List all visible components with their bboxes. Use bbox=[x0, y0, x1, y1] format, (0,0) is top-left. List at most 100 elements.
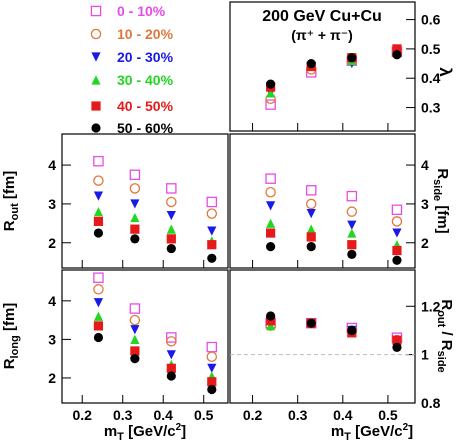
data-point bbox=[130, 354, 140, 364]
data-point bbox=[306, 58, 316, 69]
data-point bbox=[130, 334, 140, 344]
data-point bbox=[166, 363, 176, 373]
data-point bbox=[129, 169, 141, 181]
data-point bbox=[166, 196, 177, 208]
data-point bbox=[93, 298, 104, 308]
data-point bbox=[93, 332, 104, 343]
chart-title: 200 GeV Cu+Cu bbox=[262, 8, 382, 25]
data-point bbox=[306, 224, 316, 234]
data-point bbox=[130, 212, 140, 223]
rlong-ylabel: Rlong [fm] bbox=[1, 303, 21, 370]
data-point bbox=[266, 311, 276, 321]
legend-entry: 40 - 50% bbox=[91, 98, 174, 114]
legend: 0 - 10% 10 - 20% 20 - 30% 30 - 40% 40 - 50% 5… bbox=[90, 3, 174, 136]
x-tick-label: 0.2 bbox=[243, 407, 263, 423]
y-tick-label: 2 bbox=[48, 235, 56, 251]
data-point bbox=[166, 371, 176, 381]
data-point bbox=[130, 224, 140, 234]
y-tick-label: 4 bbox=[48, 293, 56, 309]
legend-entry: 10 - 20% bbox=[90, 26, 174, 42]
data-point bbox=[306, 232, 316, 242]
data-point bbox=[129, 303, 141, 314]
legend-marker bbox=[91, 75, 101, 85]
x-tick-label: 0.4 bbox=[333, 407, 353, 423]
legend-entry: 50 - 60% bbox=[91, 120, 174, 136]
data-point bbox=[166, 332, 177, 343]
data-point bbox=[392, 255, 402, 265]
data-point bbox=[347, 220, 357, 230]
data-point bbox=[392, 335, 402, 345]
legend-marker bbox=[90, 28, 102, 40]
legend-entry: 20 - 30% bbox=[91, 49, 174, 65]
panel-ratio: Rout / Rside bbox=[229, 269, 455, 404]
data-point bbox=[129, 314, 141, 326]
data-point bbox=[206, 351, 218, 362]
data-point bbox=[206, 341, 218, 353]
data-point bbox=[130, 234, 140, 244]
data-point bbox=[166, 234, 176, 244]
legend-label: 50 - 60% bbox=[117, 120, 174, 136]
data-point bbox=[306, 209, 316, 219]
chart-marks: 0.3 0.4 0.5 0.6 2 3 4 2 3 4 2 3 4 0.2 0.3 0.4 0.5 0.8 1 1.2… bbox=[48, 12, 440, 423]
lambda-ylabel: λ bbox=[436, 67, 455, 77]
y-tick-label: 3 bbox=[48, 331, 56, 347]
data-point bbox=[166, 350, 176, 360]
data-point bbox=[306, 242, 316, 252]
x-tick-label: 0.4 bbox=[153, 407, 173, 423]
data-point bbox=[266, 321, 276, 331]
chart-subtitle: (π⁺ + π⁻) bbox=[291, 27, 353, 43]
data-point bbox=[306, 318, 316, 328]
legend-marker bbox=[91, 123, 101, 133]
data-point bbox=[392, 228, 402, 238]
data-point bbox=[93, 228, 104, 238]
data-point bbox=[346, 206, 358, 217]
y-tick-label: 1.2 bbox=[421, 298, 441, 314]
data-point bbox=[266, 316, 276, 326]
x-tick-label: 0.5 bbox=[378, 407, 398, 423]
y-tick-label: 0.3 bbox=[421, 100, 441, 116]
data-point bbox=[93, 155, 104, 167]
data-point bbox=[206, 208, 218, 219]
data-point bbox=[347, 240, 357, 250]
legend-entry: 0 - 10% bbox=[90, 3, 166, 19]
y-tick-label: 0.5 bbox=[421, 41, 441, 57]
y-tick-label: 2 bbox=[48, 370, 56, 386]
legend-entry: 30 - 40% bbox=[91, 72, 174, 88]
panel-rout: Rout [fm] bbox=[1, 133, 229, 269]
data-point bbox=[347, 325, 357, 336]
data-point bbox=[166, 224, 176, 234]
data-point bbox=[265, 187, 276, 198]
data-point bbox=[129, 183, 141, 194]
panel-lambda: 200 GeV Cu+Cu (π⁺ + π⁻) λ bbox=[229, 1, 455, 132]
data-point bbox=[392, 342, 402, 352]
y-tick-label: 0.6 bbox=[421, 12, 441, 28]
data-point bbox=[93, 216, 104, 226]
data-point bbox=[266, 201, 276, 211]
data-point bbox=[265, 99, 276, 110]
data-point bbox=[392, 245, 402, 256]
y-tick-label: 2 bbox=[421, 235, 429, 251]
data-point bbox=[266, 218, 276, 228]
data-point bbox=[93, 321, 104, 331]
legend-label: 0 - 10% bbox=[117, 3, 166, 19]
legend-marker bbox=[90, 5, 102, 17]
data-point bbox=[166, 336, 177, 347]
panel-rlong: Rlong [fm] bbox=[1, 269, 229, 404]
data-point bbox=[207, 384, 217, 395]
data-point bbox=[392, 50, 402, 60]
data-point bbox=[93, 191, 104, 201]
y-tick-label: 0.4 bbox=[421, 70, 441, 86]
data-point bbox=[93, 175, 104, 186]
data-point bbox=[166, 243, 176, 254]
panel-rside: Rside [fm] bbox=[229, 133, 451, 269]
x-tick-label: 0.3 bbox=[288, 407, 308, 423]
data-point bbox=[346, 190, 358, 202]
y-tick-label: 4 bbox=[48, 157, 56, 173]
legend-label: 30 - 40% bbox=[117, 72, 174, 88]
data-point bbox=[207, 226, 217, 236]
x-tick-label: 0.2 bbox=[73, 407, 93, 423]
data-point bbox=[207, 377, 217, 387]
data-point bbox=[130, 199, 140, 209]
data-point bbox=[266, 88, 276, 98]
legend-marker bbox=[91, 101, 101, 111]
